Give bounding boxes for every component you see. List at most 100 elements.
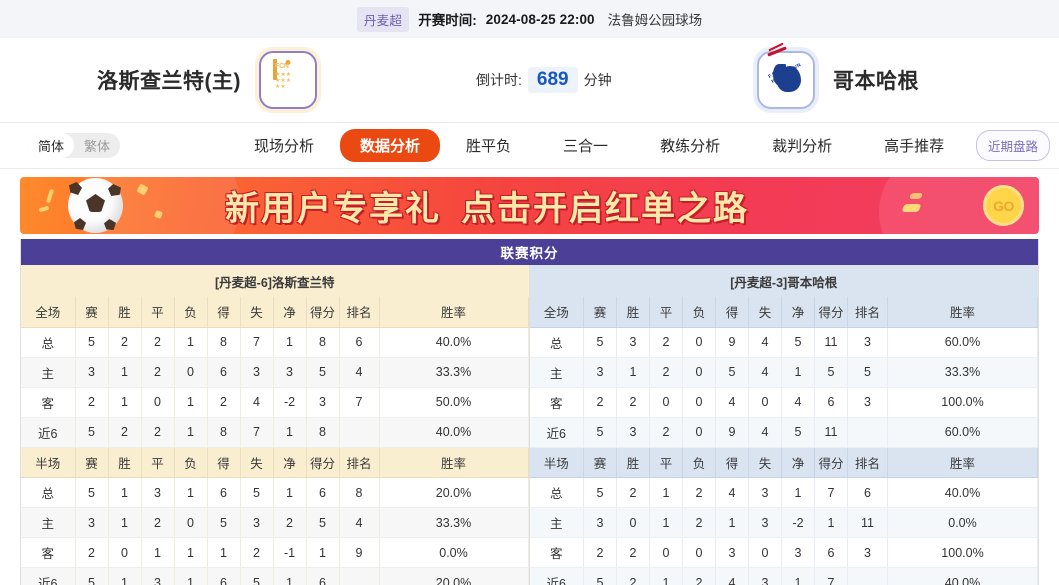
table-row: 客 2 2 0 0 4 0 4 6 3 100.0%	[529, 387, 1038, 418]
cell-value: 3	[748, 477, 782, 508]
cell-value: 8	[339, 477, 380, 508]
cell-value: 2	[141, 507, 175, 538]
cell-winrate: 20.0%	[379, 477, 529, 508]
cell-value: 7	[814, 477, 848, 508]
league-chip[interactable]: 丹麦超	[356, 6, 410, 32]
cell-value: 2	[108, 417, 142, 448]
cell-value: 2	[583, 387, 617, 418]
cell-value: -1	[273, 537, 307, 568]
col-played: 赛	[583, 297, 617, 328]
cell-value: 2	[682, 507, 716, 538]
cell-value: 1	[174, 417, 208, 448]
cell-value: 1	[814, 507, 848, 538]
cell-value: 6	[306, 567, 340, 585]
cell-winrate: 100.0%	[887, 387, 1038, 418]
home-fulltime-table: 全场 赛 胜 平 负 得 失 净 得分 排名 胜率 总 5 2 2 1 8 7 1 8 6 40.0…	[21, 297, 529, 448]
tab-referee-analysis[interactable]: 裁判分析	[772, 138, 833, 155]
panel-title: 联赛积分	[21, 239, 1038, 265]
away-halftime-table: 半场 赛 胜 平 负 得 失 净 得分 排名 胜率 总 5 2 1 2 4 3 1 7 6 40.0…	[529, 447, 1038, 585]
col-points: 得分	[306, 447, 340, 478]
cell-value: 6	[814, 387, 848, 418]
table-row: 总 5 2 2 1 8 7 1 8 6 40.0%	[21, 327, 529, 358]
language-toggle[interactable]: 简体 繁体	[28, 133, 121, 158]
cell-value: 6	[207, 567, 241, 585]
col-lose: 负	[174, 297, 208, 328]
col-lose: 负	[682, 447, 716, 478]
cell-value: 3	[616, 327, 650, 358]
cell-value: 2	[141, 327, 175, 358]
cell-scope: 客	[529, 387, 584, 418]
cell-winrate: 0.0%	[887, 507, 1038, 538]
cell-value	[339, 567, 380, 585]
cell-value: 0	[682, 537, 716, 568]
cell-value: 1	[273, 567, 307, 585]
tab-data-analysis[interactable]: 数据分析	[340, 129, 441, 162]
cell-winrate: 20.0%	[379, 567, 529, 585]
col-draw: 平	[141, 447, 175, 478]
countdown-value: 689	[527, 67, 578, 93]
cell-winrate: 40.0%	[887, 567, 1038, 585]
col-goals-for: 得	[715, 297, 749, 328]
col-goal-diff: 净	[781, 297, 815, 328]
col-draw: 平	[649, 297, 683, 328]
col-goals-for: 得	[207, 447, 241, 478]
cell-value: 6	[339, 327, 380, 358]
col-points: 得分	[814, 447, 848, 478]
cell-value: 1	[108, 477, 142, 508]
cell-value: 1	[273, 477, 307, 508]
home-stats-half: [丹麦超-6]洛斯查兰特 全场 赛 胜 平 负 得 失 净 得分 排名 胜率 总…	[21, 265, 530, 585]
cell-value: 5	[306, 507, 340, 538]
kickoff-time: 2024-08-25 22:00	[485, 11, 595, 27]
col-goals-against: 失	[240, 297, 274, 328]
promo-banner[interactable]: 新用户专享礼 点击开启红单之路 GO	[20, 177, 1039, 234]
table-row: 总 5 2 1 2 4 3 1 7 6 40.0%	[529, 477, 1038, 508]
cell-winrate: 0.0%	[379, 537, 529, 568]
tab-win-draw-lose[interactable]: 胜平负	[466, 138, 512, 155]
cell-value: 5	[781, 327, 815, 358]
cell-value: 8	[207, 417, 241, 448]
cell-value	[847, 417, 888, 448]
cell-winrate: 33.3%	[379, 357, 529, 388]
cell-value: 5	[306, 357, 340, 388]
col-goal-diff: 净	[273, 297, 307, 328]
cell-scope: 近6	[21, 417, 76, 448]
cell-value: 0	[141, 387, 175, 418]
away-team-block[interactable]: F.C. KØBENHAVN 哥本哈根	[757, 42, 919, 109]
cell-winrate: 40.0%	[379, 417, 529, 448]
cell-value: 5	[75, 567, 109, 585]
tab-expert-picks[interactable]: 高手推荐	[884, 138, 945, 155]
col-goal-diff: 净	[273, 447, 307, 478]
cell-value: 4	[748, 327, 782, 358]
cell-value: 7	[240, 417, 274, 448]
lang-simplified[interactable]: 简体	[28, 133, 75, 158]
cell-value: 1	[649, 507, 683, 538]
match-info-bar: 丹麦超 开赛时间: 2024-08-25 22:00 法鲁姆公园球场	[0, 0, 1059, 38]
cell-value: 0	[649, 537, 683, 568]
cell-value: 6	[814, 537, 848, 568]
countdown-unit: 分钟	[583, 72, 612, 88]
tab-three-in-one[interactable]: 三合一	[563, 138, 609, 155]
venue-name: 法鲁姆公园球场	[607, 13, 703, 28]
tab-coach-analysis[interactable]: 教练分析	[660, 138, 721, 155]
col-win: 胜	[616, 297, 650, 328]
lang-traditional[interactable]: 繁体	[84, 139, 111, 154]
cell-winrate: 50.0%	[379, 387, 529, 418]
recent-odds-button[interactable]: 近期盘路	[975, 130, 1050, 161]
table-row: 主 3 1 2 0 6 3 3 5 4 33.3%	[21, 357, 529, 388]
cell-value: 1	[108, 567, 142, 585]
cell-winrate: 60.0%	[887, 327, 1038, 358]
col-rank: 排名	[339, 297, 380, 328]
table-row: 主 3 1 2 0 5 3 2 5 4 33.3%	[21, 507, 529, 538]
cell-value: 2	[616, 537, 650, 568]
col-lose: 负	[174, 447, 208, 478]
cell-value: 2	[273, 507, 307, 538]
col-winrate: 胜率	[379, 447, 529, 478]
banner-text-2: 点击开启红单之路	[461, 190, 749, 228]
banner-headline: 新用户专享礼 点击开启红单之路	[225, 181, 749, 230]
banner-go-button[interactable]: GO	[983, 185, 1024, 226]
col-winrate: 胜率	[887, 297, 1038, 328]
cell-value: 1	[273, 417, 307, 448]
tab-live-analysis[interactable]: 现场分析	[254, 138, 315, 155]
home-team-block[interactable]: 洛斯查兰特(主) FCN ★★★★★★★★	[97, 51, 317, 109]
